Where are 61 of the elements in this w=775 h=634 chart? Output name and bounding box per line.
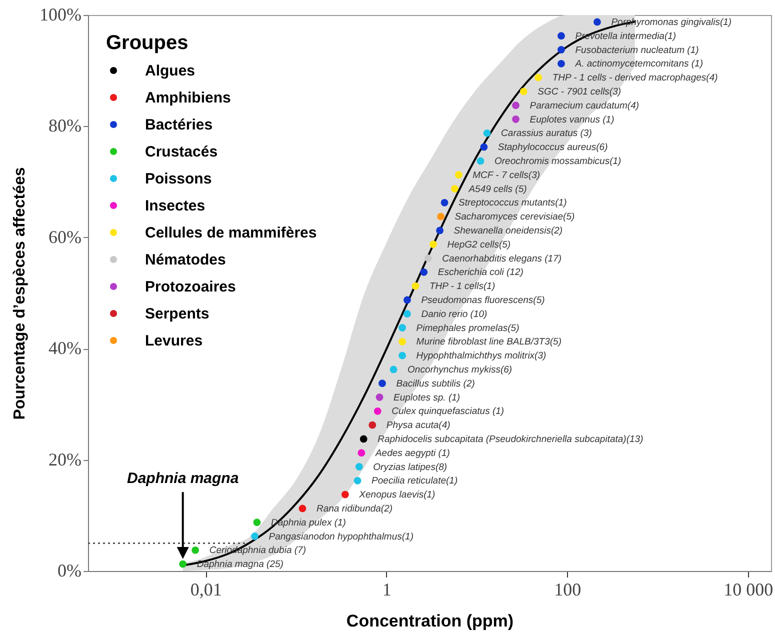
y-tick-label: 40% — [48, 338, 82, 358]
legend-label: Protozoaires — [145, 278, 236, 296]
annotation: Oncorhynchus mykiss(6) — [408, 364, 512, 376]
annotation: Carassius auratus (3) — [501, 128, 592, 140]
annotation: Culex quinquefasciatus (1) — [392, 406, 504, 418]
legend-label: Crustacés — [145, 144, 218, 160]
y-axis-title: Pourcentage d’espèces affectées — [12, 167, 29, 420]
annotation: Pimephales promelas(5) — [416, 322, 520, 334]
legend-label: Serpents — [145, 306, 210, 322]
annotation: Danio rerio (10) — [421, 308, 488, 320]
annotation: Escherichia coli (12) — [438, 267, 524, 278]
y-tick-label: 60% — [48, 226, 82, 247]
annotation: A549 cells (5) — [468, 184, 527, 195]
legend-label: Amphibiens — [145, 90, 231, 106]
annotation: Shewanella oneidensis(2) — [454, 225, 563, 236]
y-tick-label: 80% — [48, 116, 82, 136]
annotation: Caenorhabditis elegans (17) — [442, 253, 562, 264]
annotation: Staphylococcus aureus(6) — [498, 142, 608, 154]
annotation: Euplotes sp. (1) — [394, 392, 460, 404]
annotation: Raphidocelis subcapitata (Pseudokirchneriella subcapitata)(13) — [378, 434, 644, 445]
annotation: Euplotes vannus (1) — [530, 114, 614, 126]
legend-title: Groupes — [106, 32, 188, 54]
legend-label: Cellules de mammifères — [145, 224, 317, 242]
x-axis-title: Concentration (ppm) — [346, 612, 514, 630]
x-tick-label: 1 — [382, 580, 392, 600]
annotation: Streptococcus mutants(1) — [458, 198, 567, 209]
annotation: Pseudomonas fluorescens(5) — [421, 294, 545, 306]
y-tick-label: 20% — [48, 449, 82, 470]
legend-label: Poissons — [145, 170, 212, 188]
annotation: Hypophthalmichthys molitrix(3) — [416, 350, 546, 362]
annotation: Oreochromis mossambicus(1) — [494, 156, 622, 167]
annotation: Xenopus laevis(1) — [358, 490, 436, 501]
annotation: Aedes aegypti (1) — [374, 448, 450, 459]
annotation: MCF - 7 cells(3) — [472, 170, 540, 181]
annotation: THP - 1 cells(1) — [430, 281, 496, 292]
annotation: Pangasianodon hypophthalmus(1) — [268, 531, 414, 542]
y-tick-label: 100% — [40, 4, 82, 24]
annotation: Fusobacterium nucleatum (1) — [575, 44, 699, 56]
annotation: A. actinomycetemcomitans (1) — [574, 58, 703, 70]
x-tick-label: 0,01 — [190, 580, 222, 600]
annotation: Oryzias latipes(8) — [373, 462, 448, 473]
legend-label: Bactéries — [145, 116, 213, 134]
x-tick-label: 100 — [554, 580, 582, 600]
x-tick-label: 10 000 — [724, 580, 774, 600]
annotation: Poecilia reticulate(1) — [372, 476, 458, 487]
annotation: Murine fibroblast line BALB/3T3(5) — [416, 336, 562, 348]
annotation: SGC - 7901 cells(3) — [538, 86, 622, 98]
y-tick-label: 0% — [58, 560, 82, 580]
annotation: Daphnia magna (25) — [196, 559, 284, 570]
legend-label: Insectes — [145, 198, 206, 214]
annotation: Daphnia magna — [126, 470, 239, 488]
legend-label: Algues — [145, 62, 196, 80]
legend-label: Levures — [145, 332, 203, 350]
annotation: Sacharomyces cerevisiae(5) — [454, 212, 575, 223]
annotation: HepG2 cells(5) — [447, 239, 511, 250]
annotation: Bacillus subtilis (2) — [396, 378, 475, 390]
legend-label: Nématodes — [145, 252, 226, 268]
annotation: THP - 1 cells - derived macrophages(4) — [552, 72, 718, 84]
annotation: Physa acuta(4) — [386, 420, 450, 432]
annotation: Paramecium caudatum(4) — [530, 100, 640, 112]
annotation: Rana ridibunda(2) — [316, 503, 393, 514]
